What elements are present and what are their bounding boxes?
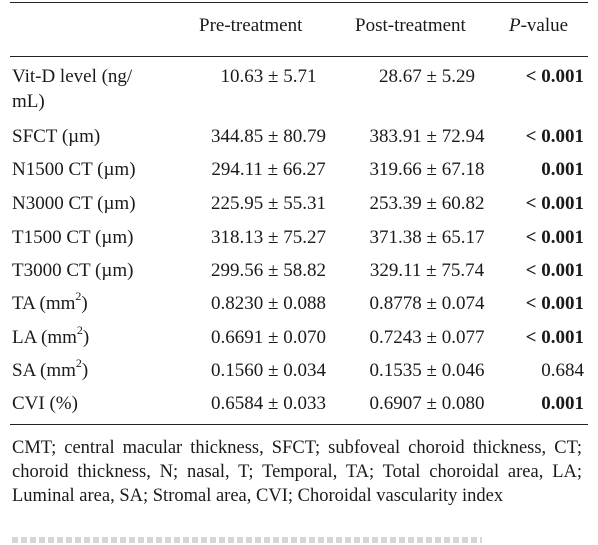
post-treatment-value: 0.6907 ± 0.080 (369, 393, 485, 414)
row-label: T1500 CT (µm) (12, 227, 134, 248)
pre-treatment-value: 299.56 ± 58.82 (211, 260, 326, 281)
pre-treatment-value: 0.6584 ± 0.033 (211, 393, 326, 414)
p-value: < 0.001 (525, 66, 584, 87)
post-treatment-value: 253.39 ± 60.82 (369, 193, 485, 214)
row-label: T3000 CT (µm) (12, 260, 134, 281)
row-label: TA (mm2) (12, 288, 88, 316)
p-value: 0.001 (541, 393, 584, 414)
column-header-pre-treatment: Pre-treatment (199, 15, 303, 36)
pre-treatment-value: 344.85 ± 80.79 (211, 126, 326, 147)
p-value: < 0.001 (525, 126, 584, 147)
row-label: N1500 CT (µm) (12, 159, 136, 180)
row-label: SFCT (µm) (12, 126, 101, 147)
superscript: 2 (76, 322, 83, 337)
post-treatment-value: 0.1535 ± 0.046 (369, 360, 485, 381)
pre-treatment-value: 294.11 ± 66.27 (211, 159, 326, 180)
row-label-end: ) (81, 360, 89, 381)
pre-treatment-value: 318.13 ± 75.27 (211, 227, 326, 248)
row-label-text: LA (mm (12, 327, 77, 348)
row-label: Vit-D level (ng/ (12, 66, 133, 87)
post-treatment-value: 0.8778 ± 0.074 (369, 293, 485, 314)
row-label: N3000 CT (µm) (12, 193, 136, 214)
post-treatment-value: 28.67 ± 5.29 (379, 66, 475, 87)
p-value: < 0.001 (525, 327, 584, 348)
superscript: 2 (75, 288, 82, 303)
pre-treatment-value: 0.6691 ± 0.070 (211, 327, 326, 348)
row-label-text: TA (mm (12, 293, 76, 314)
post-treatment-value: 0.7243 ± 0.077 (369, 327, 485, 348)
p-rest: -value (520, 15, 569, 36)
pre-treatment-value: 10.63 ± 5.71 (220, 66, 317, 87)
header-rule (10, 56, 588, 57)
p-value: 0.001 (541, 159, 584, 180)
column-header-p-value: P-value (509, 15, 568, 37)
row-label: SA (mm2) (12, 355, 89, 383)
row-label-end: ) (81, 293, 88, 314)
post-treatment-value: 383.91 ± 72.94 (369, 126, 485, 147)
p-value: < 0.001 (525, 293, 584, 314)
column-header-post-treatment: Post-treatment (355, 15, 466, 36)
post-treatment-value: 371.38 ± 65.17 (369, 227, 485, 248)
p-value: < 0.001 (525, 193, 584, 214)
p-value: < 0.001 (525, 227, 584, 248)
p-letter: P (509, 15, 521, 36)
table-bottom-rule (10, 424, 588, 426)
cropped-text-line (12, 537, 482, 543)
table-footnote: CMT; central macular thickness, SFCT; su… (12, 438, 582, 506)
pre-treatment-value: 0.8230 ± 0.088 (211, 293, 326, 314)
p-value: 0.684 (541, 360, 584, 381)
row-label: CVI (%) (12, 393, 78, 414)
post-treatment-value: 319.66 ± 67.18 (369, 159, 485, 180)
pre-treatment-value: 0.1560 ± 0.034 (211, 360, 326, 381)
post-treatment-value: 329.11 ± 75.74 (369, 260, 485, 281)
pre-treatment-value: 225.95 ± 55.31 (211, 193, 326, 214)
row-label: LA (mm2) (12, 322, 90, 350)
superscript: 2 (75, 355, 82, 370)
row-label-text: SA (mm (12, 360, 76, 381)
p-value: < 0.001 (525, 260, 584, 281)
table-header: Pre-treatment Post-treatment P-value (0, 15, 598, 43)
row-label-end: ) (82, 327, 90, 348)
table-top-rule (10, 2, 588, 4)
row-label-continuation: mL) (12, 91, 45, 112)
